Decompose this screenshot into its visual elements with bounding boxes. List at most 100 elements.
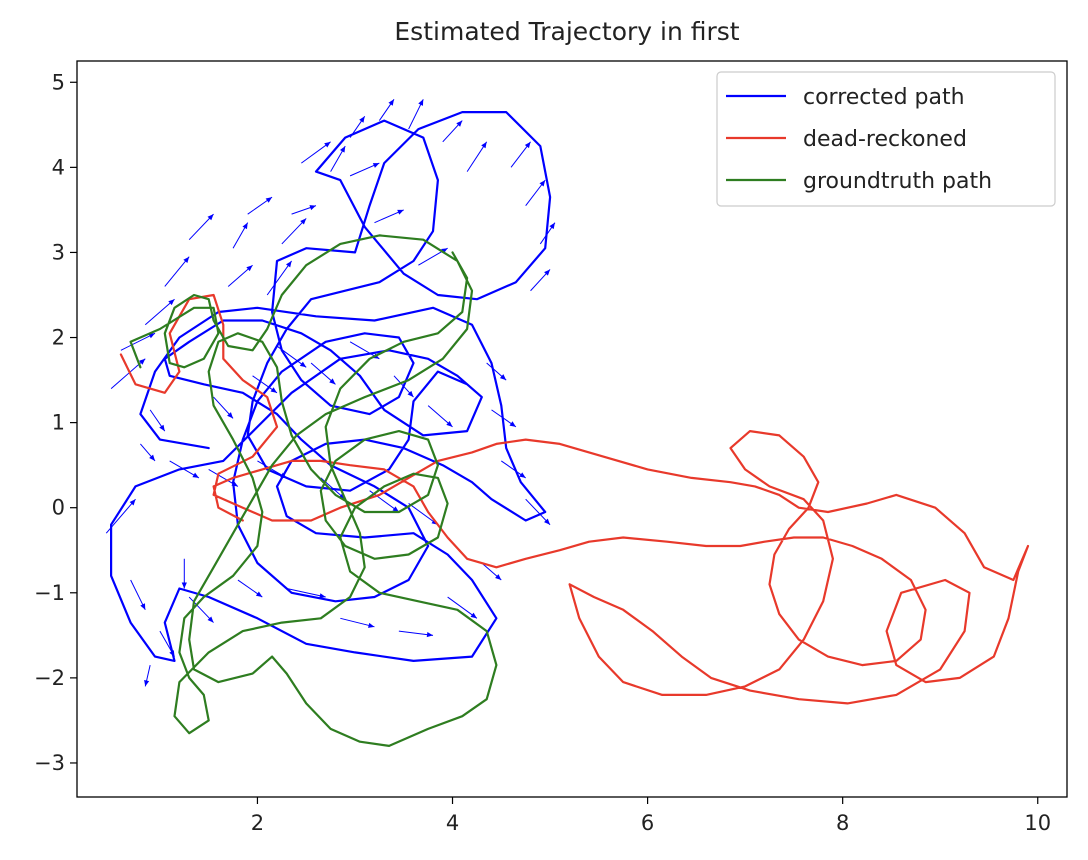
orientation-arrow-head [388,99,394,106]
orientation-arrow-9 [266,260,292,296]
y-tick-label: 4 [52,155,65,179]
orientation-arrow-head [359,116,365,123]
orientation-arrow-head [481,141,487,149]
orientation-arrow-head [242,222,248,230]
orientation-arrow-head [456,120,463,127]
series-lines [109,110,1030,748]
orientation-arrow-head [446,420,453,427]
orientation-arrow-head [524,141,531,149]
x-tick-label: 8 [836,811,849,835]
orientation-arrow-head [339,146,346,153]
orientation-arrow-18 [466,141,488,172]
orientation-arrow-28 [130,579,146,611]
orientation-arrow-head [192,472,199,478]
y-tick-label: 2 [52,326,65,350]
orientation-arrow-head [139,358,146,365]
y-axis: −3 −2 −1 0 1 2 3 4 5 [34,70,77,775]
orientation-arrow-2 [144,298,175,326]
orientation-arrow-head [392,506,399,512]
orientation-arrow-head [255,591,263,598]
x-axis: 2 4 6 8 10 [251,797,1051,835]
orientation-arrow-10 [281,218,307,245]
legend-label-corrected-path: corrected path [803,85,965,110]
series-line-groundtruth-path [129,234,498,748]
orientation-arrow-17 [442,120,463,143]
orientation-arrow-head [129,499,136,506]
legend: corrected path dead-reckoned groundtruth… [716,71,1056,207]
legend-label-dead-reckoned: dead-reckoned [803,127,967,152]
orientation-arrow-55 [349,162,380,177]
orientation-arrow-head [319,593,326,599]
orientation-arrow-head [270,387,277,393]
y-tick-label: 3 [52,240,65,264]
x-tick-label: 6 [641,811,654,835]
orientation-arrow-head [470,612,477,619]
orientation-arrow-shaft [120,332,156,351]
orientation-arrow-head [549,222,555,230]
orientation-arrow-3 [164,256,190,287]
orientation-arrow-head [519,472,526,478]
legend-entry-corrected-path: corrected path [726,85,965,110]
orientation-arrow-head [418,99,424,106]
orientation-arrow-34 [398,630,434,638]
orientation-arrow-head [309,205,316,211]
orientation-arrow-head [544,518,551,525]
orientation-arrow-16 [408,99,424,130]
orientation-arrow-shaft [408,503,439,526]
orientation-arrow-head [207,214,214,221]
orientation-arrow-26 [525,498,551,526]
orientation-arrow-shaft [144,298,175,326]
legend-entry-groundtruth-path: groundtruth path [726,169,992,194]
orientation-arrow-51 [144,665,151,687]
orientation-arrow-35 [447,596,478,619]
orientation-arrow-5 [213,396,234,419]
orientation-arrow-head [159,424,165,432]
series-line-corrected-path [109,110,552,663]
orientation-arrow-shaft [286,588,326,598]
orientation-arrow-head [426,632,434,638]
orientation-arrow-36 [481,562,502,581]
orientation-arrow-22 [530,269,551,292]
orientation-arrow-head [149,454,156,461]
orientation-arrow-head [227,412,234,419]
orientation-arrow-shaft [447,596,478,619]
orientation-arrow-52 [181,558,187,589]
y-tick-label: 5 [52,70,65,94]
orientation-arrow-45 [427,405,453,428]
orientation-arrow-head [324,141,331,148]
orientation-arrow-33 [340,617,375,628]
orientation-arrow-19 [510,141,531,168]
orientation-arrow-head [499,374,507,381]
orientation-arrow-head [495,574,502,581]
orientation-arrow-head [183,256,190,263]
orientation-arrow-head [148,333,156,339]
orientation-arrow-head [140,603,146,610]
orientation-arrow-50 [140,443,156,462]
orientation-arrow-shaft [164,256,190,287]
orientation-arrow-head [144,679,150,687]
orientation-arrow-1 [120,332,156,351]
legend-label-groundtruth-path: groundtruth path [803,169,992,194]
chart-title: Estimated Trajectory in first [394,17,739,46]
orientation-arrow-head [181,582,187,589]
orientation-arrow-shaft [301,141,331,164]
orientation-arrow-head [265,197,273,203]
orientation-arrow-7 [232,222,249,249]
orientation-arrow-32 [286,588,326,599]
plot-frame [76,60,1068,798]
orientation-arrow-46 [310,362,336,385]
y-tick-label: −2 [34,666,65,690]
x-tick-label: 10 [1024,811,1051,835]
orientation-arrow-head [397,209,404,215]
x-tick-label: 2 [251,811,264,835]
series-line-dead-reckoned [119,293,1030,705]
y-tick-label: −3 [34,751,65,775]
y-tick-label: 0 [52,496,65,520]
orientation-arrow-8 [247,196,273,215]
orientation-arrow-head [509,421,516,427]
orientation-arrow-11 [291,205,317,215]
orientation-arrow-head [285,260,292,268]
orientation-arrow-6 [227,264,253,287]
orientation-arrow-48 [252,375,278,394]
